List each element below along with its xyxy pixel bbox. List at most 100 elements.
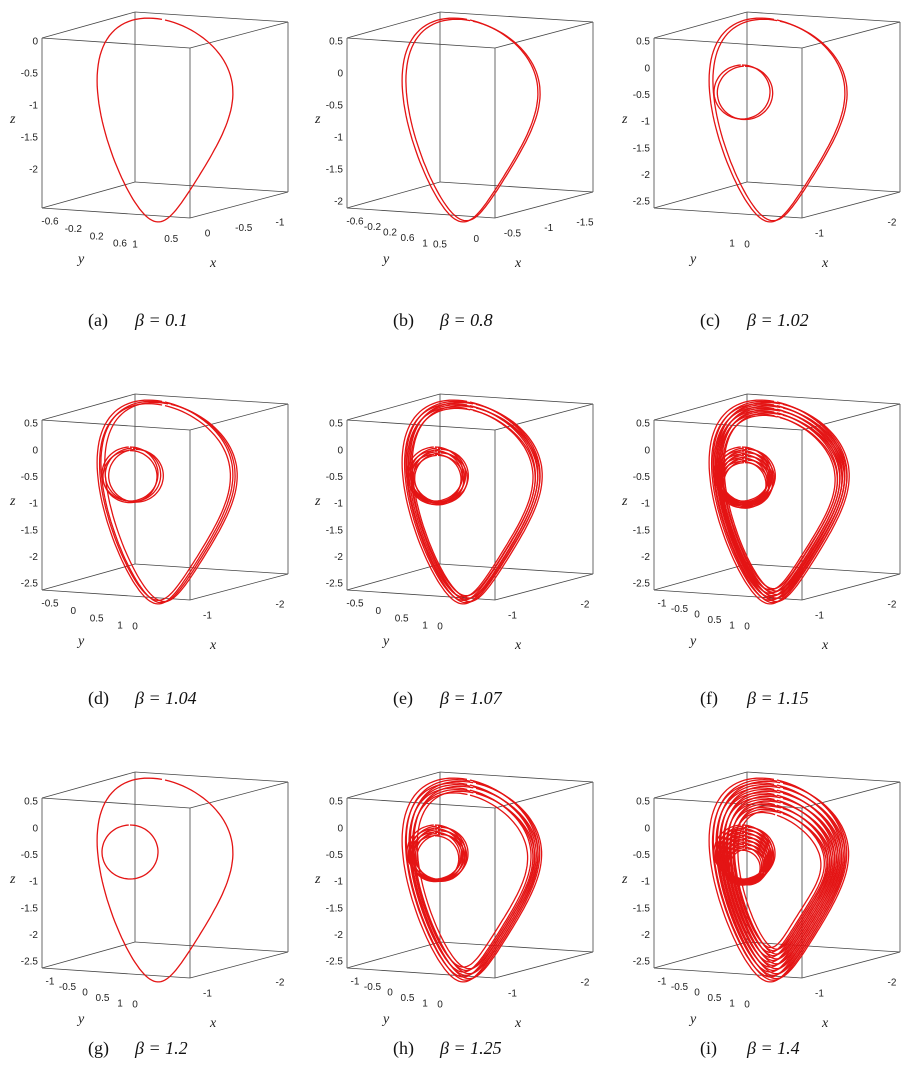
z-tick-label: 0 [32,445,38,456]
z-tick-label: -1 [641,499,650,510]
z-tick-label: -0.5 [21,472,39,483]
box-edge [495,952,593,978]
y-axis-label: y [688,634,697,649]
panel-caption: β = 1.2 [134,1038,188,1058]
z-tick-label: -2.5 [21,579,39,590]
z-tick-label: 0.5 [636,37,650,48]
attractor-curve [402,18,538,222]
attractor-loop [717,66,772,119]
box-edge [440,564,593,574]
z-tick-label: 0 [644,823,650,834]
x-axis-label: x [821,1016,829,1031]
y-tick-label: 1 [422,621,428,632]
y-tick-label: 1 [422,999,428,1010]
z-tick-label: -1.5 [633,143,651,154]
panel-label: (c) [700,310,720,331]
x-tick-label: -1 [203,989,212,1000]
panel: 0.50-0.5-1-1.5-2-2.5-1-0.500.510-1-2zyx(… [9,772,288,1059]
x-tick-label: -2 [888,218,897,229]
z-tick-label: -2 [334,552,343,563]
z-axis-label: z [314,112,321,127]
box-edge [190,574,288,600]
panel-caption: β = 1.15 [746,688,809,708]
z-tick-label: -0.5 [633,850,651,861]
panel: 0.50-0.5-1-1.5-2-0.6-0.20.20.610.50-0.5-… [314,12,594,331]
x-tick-label: -1 [508,989,517,1000]
box-edge [747,564,900,574]
y-tick-label: 1 [729,999,735,1010]
z-axis-label: z [621,112,628,127]
y-axis-label: y [688,1012,697,1027]
z-tick-label: -2 [334,197,343,208]
z-tick-label: -1 [334,133,343,144]
y-tick-label: -0.2 [364,222,382,233]
box-edge [347,38,495,48]
attractor-curve [402,778,538,982]
y-tick-label: -0.2 [65,224,83,235]
y-tick-label: 0.2 [383,228,397,239]
z-axis-label: z [314,872,321,887]
z-axis-label: z [9,112,16,127]
x-tick-label: -0.5 [235,223,253,234]
panel-caption: β = 1.04 [134,688,197,708]
box-edge [42,968,190,978]
attractor-loop [109,449,164,502]
z-tick-label: 0.5 [329,419,343,430]
y-tick-label: 0.5 [395,613,409,624]
x-tick-label: -1 [815,229,824,240]
y-axis-label: y [381,1012,390,1027]
box-edge [654,38,802,48]
box-edge [802,574,900,600]
x-tick-label: 0 [437,622,443,633]
y-tick-label: 0 [387,988,393,999]
box-edge [42,208,190,218]
z-tick-label: 0 [337,445,343,456]
z-tick-label: -1 [641,117,650,128]
panel-caption: β = 1.4 [746,1038,800,1058]
box-edge [347,182,440,208]
z-tick-label: -1.5 [633,525,651,536]
z-axis-label: z [9,494,16,509]
box-edge [495,574,593,600]
z-tick-label: -1.5 [326,165,344,176]
box-edge [42,38,190,48]
panel-caption: β = 1.07 [439,688,503,708]
z-tick-label: -2.5 [326,957,344,968]
y-tick-label: 0 [694,610,700,621]
z-tick-label: -0.5 [633,472,651,483]
y-tick-label: 0.5 [708,615,722,626]
x-tick-label: 0 [132,622,138,633]
box-edge [654,942,747,968]
x-tick-label: 1 [132,240,138,251]
box-edge [347,564,440,590]
x-tick-label: -1 [203,611,212,622]
z-tick-label: -1.5 [326,903,344,914]
y-tick-label: 0.2 [90,231,104,242]
box-edge [747,12,900,22]
attractor-curve [97,400,233,604]
box-edge [135,942,288,952]
x-tick-label: -2 [888,600,897,611]
z-tick-label: -2.5 [326,579,344,590]
y-tick-label: -0.5 [671,982,689,993]
y-tick-label: 0 [694,988,700,999]
x-tick-label: 0 [205,229,211,240]
z-tick-label: -2 [29,552,38,563]
x-axis-label: x [209,638,217,653]
y-tick-label: 0 [376,606,382,617]
z-tick-label: -2 [29,165,38,176]
x-tick-label: 0.5 [164,234,178,245]
x-axis-label: x [514,638,522,653]
y-tick-label: -0.5 [364,982,382,993]
z-axis-label: z [314,494,321,509]
box-edge [42,798,190,808]
panel-label: (f) [700,688,718,709]
z-tick-label: -0.5 [326,101,344,112]
x-tick-label: 0 [473,234,479,245]
y-tick-label: 1 [729,621,735,632]
panel-label: (h) [393,1038,414,1059]
z-tick-label: -1 [334,499,343,510]
x-tick-label: -1 [815,989,824,1000]
